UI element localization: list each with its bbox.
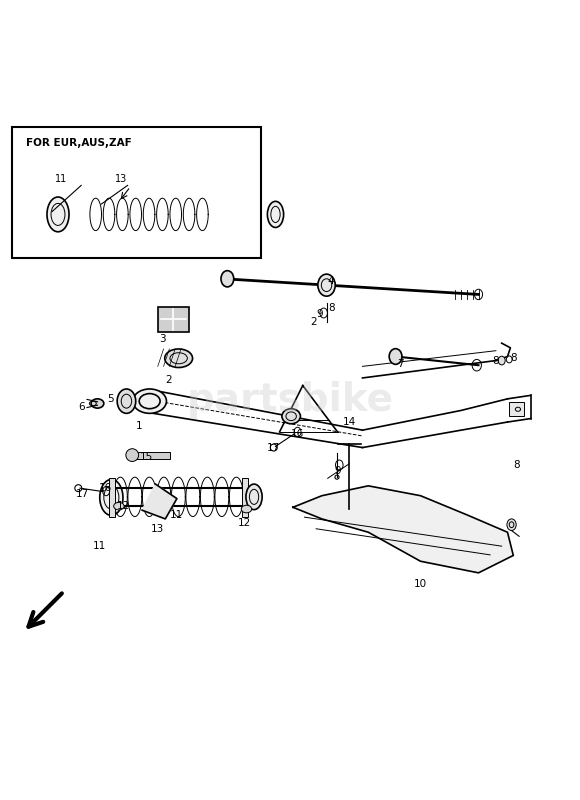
Bar — [158, 307, 188, 331]
Text: 12: 12 — [117, 501, 129, 510]
Text: 8: 8 — [328, 303, 335, 314]
Ellipse shape — [133, 389, 166, 414]
Ellipse shape — [165, 349, 193, 367]
Text: 13: 13 — [115, 174, 127, 185]
Ellipse shape — [389, 349, 402, 364]
Text: 17: 17 — [76, 489, 89, 499]
Text: 6: 6 — [78, 402, 85, 412]
Text: 3: 3 — [159, 334, 166, 344]
Text: FOR EUR,AUS,ZAF: FOR EUR,AUS,ZAF — [26, 138, 132, 148]
Text: 11: 11 — [55, 174, 67, 185]
Text: 14: 14 — [343, 417, 356, 427]
Text: 13: 13 — [151, 524, 164, 534]
Ellipse shape — [91, 399, 104, 408]
Bar — [12, 127, 261, 258]
Text: 4: 4 — [327, 276, 334, 286]
Ellipse shape — [282, 409, 300, 424]
Text: 8: 8 — [510, 354, 517, 363]
Text: 16: 16 — [291, 429, 303, 438]
Text: 12: 12 — [238, 518, 251, 528]
Text: 16: 16 — [99, 483, 112, 493]
Ellipse shape — [246, 484, 262, 510]
Text: 9: 9 — [317, 309, 324, 319]
Ellipse shape — [498, 356, 505, 365]
Text: 11: 11 — [171, 510, 183, 520]
Text: 11: 11 — [93, 541, 106, 551]
Ellipse shape — [47, 197, 69, 232]
Ellipse shape — [318, 274, 335, 296]
Bar — [109, 478, 115, 517]
Text: partsbike: partsbike — [187, 381, 393, 419]
Ellipse shape — [507, 519, 516, 530]
Text: 7: 7 — [397, 359, 404, 369]
Text: 10: 10 — [414, 579, 427, 590]
Text: 15: 15 — [140, 452, 153, 462]
Circle shape — [126, 449, 139, 462]
Bar — [242, 478, 248, 517]
Polygon shape — [293, 486, 513, 573]
Ellipse shape — [100, 479, 123, 515]
Text: 8: 8 — [513, 460, 520, 470]
Text: 2: 2 — [165, 374, 172, 385]
Ellipse shape — [221, 270, 234, 287]
Text: 9: 9 — [334, 466, 341, 476]
Text: 5: 5 — [107, 394, 114, 404]
Ellipse shape — [267, 202, 284, 227]
Ellipse shape — [241, 506, 252, 513]
Text: 2: 2 — [310, 317, 317, 326]
Text: 8: 8 — [492, 355, 499, 366]
Bar — [509, 402, 524, 416]
Text: 1: 1 — [136, 421, 143, 431]
Ellipse shape — [117, 389, 136, 414]
Ellipse shape — [114, 502, 124, 510]
Text: 17: 17 — [267, 442, 280, 453]
Polygon shape — [142, 484, 177, 519]
Bar — [132, 452, 170, 459]
